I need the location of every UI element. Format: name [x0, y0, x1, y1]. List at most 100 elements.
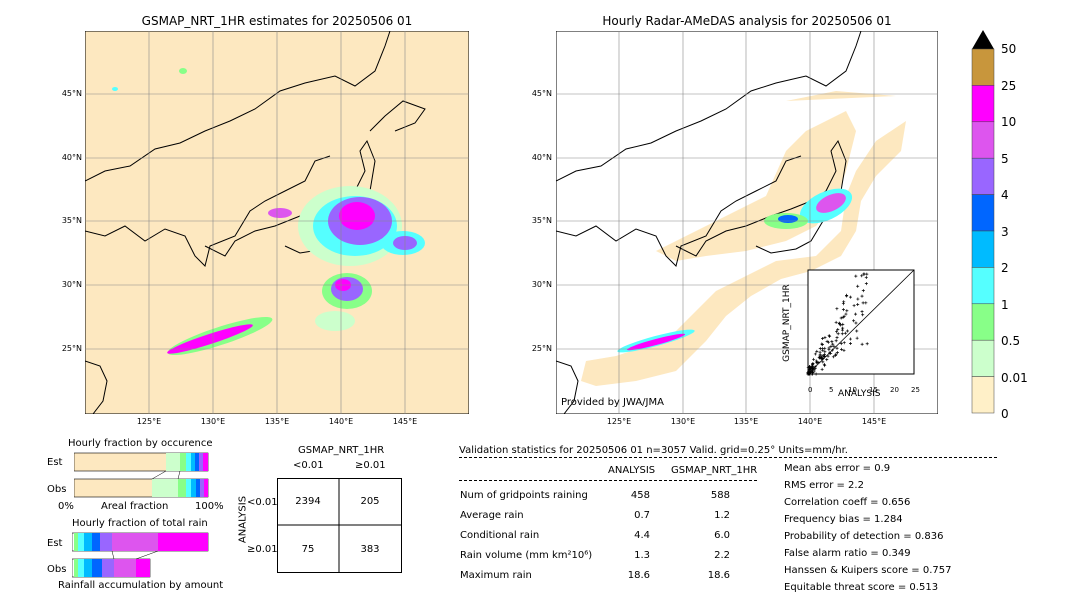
colorbar-block: [971, 303, 995, 341]
scatter-point: [820, 357, 824, 361]
contingency-title: GSMAP_NRT_1HR: [298, 445, 385, 456]
colorbar-arrow: [972, 30, 994, 49]
scatter-point: [808, 372, 812, 376]
validation-col-gsmap: GSMAP_NRT_1HR: [671, 465, 758, 476]
validation-row-4-gsmap: 18.6: [707, 570, 730, 581]
right-lat-45: 45°N: [531, 89, 552, 98]
scatter-point: [815, 349, 819, 353]
colorbar-block: [971, 48, 995, 86]
right-lon-140: 140°E: [797, 417, 823, 426]
score-rmse: RMS error = 2.2: [784, 480, 864, 491]
scatter-point: [861, 313, 865, 317]
contingency-cell-2-2: 383: [360, 544, 380, 555]
scatter-point: [821, 336, 825, 340]
colorbar-block: [971, 121, 995, 159]
inset-ylabel: GSMAP_NRT_1HR: [782, 284, 792, 362]
total-rain-title: Hourly fraction of total rain: [72, 518, 208, 529]
scatter-point: [830, 340, 834, 344]
scatter-point: [864, 275, 868, 279]
validation-row-0-label: Num of gridpoints raining: [460, 490, 588, 501]
validation-row-1-analysis: 0.7: [634, 510, 650, 521]
cb-label-3: 3: [1001, 225, 1009, 239]
validation-col-analysis: ANALYSIS: [608, 465, 656, 476]
scatter-point: [836, 332, 840, 336]
scatter-point: [818, 350, 822, 354]
validation-row-0-analysis: 458: [630, 490, 650, 501]
scatter-point: [811, 361, 815, 365]
scatter-point: [814, 372, 818, 376]
validation-row-2-label: Conditional rain: [460, 530, 540, 541]
score-mae: Mean abs error = 0.9: [784, 463, 891, 474]
cb-label-4: 4: [1001, 188, 1009, 202]
colorbar-block: [971, 194, 995, 232]
scatter-point: [839, 316, 843, 320]
left-map-title: GSMAP_NRT_1HR estimates for 20250506 01: [141, 14, 413, 28]
scatter-point: [826, 354, 830, 358]
occurrence-axis-mid: Areal fraction: [101, 501, 169, 512]
scatter-point: [860, 310, 864, 314]
scatter-point: [812, 357, 816, 361]
scatter-point: [836, 327, 840, 331]
total-rain-footer: Rainfall accumulation by amount: [58, 580, 224, 591]
validation-row-2-analysis: 4.4: [634, 530, 650, 541]
scatter-point: [820, 367, 824, 371]
scatter-point: [841, 322, 845, 326]
scatter-point: [845, 294, 849, 298]
scatter-point: [835, 336, 839, 340]
score-pod: Probability of detection = 0.836: [784, 531, 944, 542]
occurrence-obs-label: Obs: [47, 484, 67, 495]
scatter-point: [808, 370, 812, 374]
scatter-point: [822, 363, 826, 367]
scatter-point: [842, 314, 846, 318]
scatter-point: [834, 320, 838, 324]
scatter-point: [810, 369, 814, 373]
score-far: False alarm ratio = 0.349: [784, 548, 911, 559]
cb-label-10: 10: [1001, 115, 1017, 129]
left-map: [85, 31, 469, 414]
scatter-point: [827, 346, 831, 350]
scatter-point: [830, 348, 834, 352]
scatter-point: [813, 366, 817, 370]
left-lon-135: 135°E: [264, 417, 290, 426]
scatter-point: [849, 295, 853, 299]
validation-row-3-gsmap: 2.2: [714, 550, 730, 561]
cb-label-25: 25: [1001, 79, 1017, 93]
scatter-point: [820, 342, 824, 346]
cb-label-0: 0: [1001, 407, 1009, 421]
inset-xtick-15: 15: [869, 386, 878, 394]
scatter-point: [832, 344, 836, 348]
scatter-point: [855, 329, 859, 333]
contingency-grid: [277, 478, 402, 573]
scatter-point: [856, 303, 860, 307]
right-lat-25: 25°N: [531, 344, 552, 353]
scatter-point: [823, 354, 827, 358]
scatter-point: [835, 307, 839, 311]
scatter-point: [841, 302, 845, 306]
scatter-point: [844, 312, 848, 316]
left-lat-45: 45°N: [61, 89, 82, 98]
validation-row-4-analysis: 18.6: [627, 570, 650, 581]
scatter-point: [860, 342, 864, 346]
colorbar-block: [971, 157, 995, 195]
inset-scatter: [806, 269, 915, 376]
validation-row-1-gsmap: 1.2: [714, 510, 730, 521]
scatter-point: [843, 331, 847, 335]
scatter-point: [852, 304, 856, 308]
inset-xtick-25: 25: [911, 386, 920, 394]
scatter-point: [839, 342, 843, 346]
left-lon-125: 125°E: [136, 417, 162, 426]
validation-row-0-gsmap: 588: [710, 490, 730, 501]
scatter-point: [811, 372, 815, 376]
scatter-point: [840, 332, 844, 336]
validation-row-4-label: Maximum rain: [460, 570, 532, 581]
scatter-point: [825, 358, 829, 362]
left-lat-30: 30°N: [61, 280, 82, 289]
scatter-point: [840, 347, 844, 351]
scatter-point: [861, 301, 865, 305]
colorbar-block: [971, 230, 995, 268]
cb-label-5: 5: [1001, 152, 1009, 166]
left-lat-25: 25°N: [61, 344, 82, 353]
scatter-point: [848, 342, 852, 346]
score-correlation: Correlation coeff = 0.656: [784, 497, 911, 508]
scatter-point: [838, 322, 842, 326]
